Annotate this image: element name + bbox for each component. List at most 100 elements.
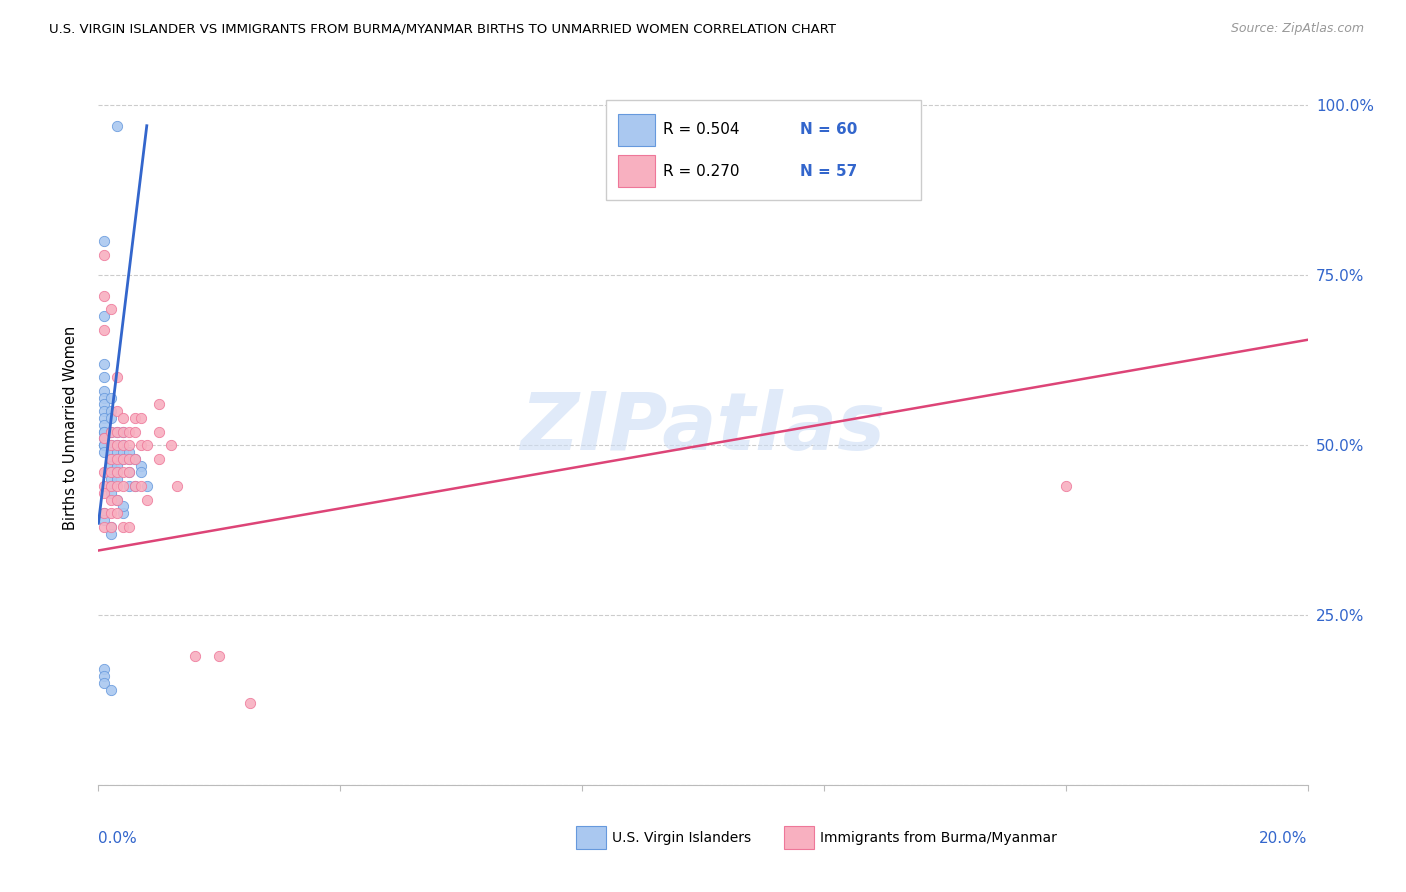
Point <box>93 288 115 302</box>
Text: N = 60: N = 60 <box>800 122 858 137</box>
Point <box>105 492 128 507</box>
Point <box>93 445 115 459</box>
Point <box>93 397 115 411</box>
Text: U.S. Virgin Islanders: U.S. Virgin Islanders <box>613 830 751 845</box>
Point <box>93 384 115 398</box>
Point <box>100 438 122 452</box>
Point <box>124 479 146 493</box>
Point <box>93 357 115 371</box>
Point <box>100 451 122 466</box>
Point <box>135 492 157 507</box>
Point <box>105 466 128 480</box>
Point <box>100 425 122 439</box>
Point <box>105 451 128 466</box>
Point <box>93 519 115 533</box>
FancyBboxPatch shape <box>619 114 655 146</box>
Point <box>239 697 262 711</box>
Point <box>105 370 128 384</box>
Point <box>105 492 128 507</box>
Point <box>100 526 122 541</box>
Point <box>93 309 115 323</box>
Point <box>100 479 122 493</box>
Point <box>100 411 122 425</box>
Point <box>124 451 146 466</box>
Point <box>100 302 122 317</box>
Point <box>166 479 188 493</box>
Point <box>124 425 146 439</box>
Point <box>111 438 134 452</box>
Point <box>93 425 115 439</box>
Point <box>129 466 152 480</box>
Text: Immigrants from Burma/Myanmar: Immigrants from Burma/Myanmar <box>820 830 1057 845</box>
Point <box>100 451 122 466</box>
Point <box>111 451 134 466</box>
Text: R = 0.504: R = 0.504 <box>664 122 740 137</box>
Point <box>93 431 115 445</box>
Point <box>105 404 128 418</box>
Point <box>93 676 115 690</box>
Point <box>105 458 128 473</box>
Point <box>93 513 115 527</box>
Point <box>100 519 122 533</box>
Text: ZIPatlas: ZIPatlas <box>520 389 886 467</box>
Point <box>93 431 115 445</box>
Point <box>111 506 134 520</box>
Text: R = 0.270: R = 0.270 <box>664 164 740 178</box>
Point <box>129 438 152 452</box>
Point <box>124 451 146 466</box>
Point <box>93 417 115 432</box>
Point <box>135 479 157 493</box>
Point <box>100 479 122 493</box>
Text: Source: ZipAtlas.com: Source: ZipAtlas.com <box>1230 22 1364 36</box>
Point <box>135 438 157 452</box>
Point <box>111 466 134 480</box>
Point <box>148 425 170 439</box>
Point <box>105 425 128 439</box>
Point <box>105 438 128 452</box>
Point <box>93 662 115 676</box>
Point <box>93 479 115 493</box>
Text: N = 57: N = 57 <box>800 164 858 178</box>
Point <box>100 506 122 520</box>
Point <box>93 438 115 452</box>
Point <box>93 248 115 262</box>
Point <box>118 466 141 480</box>
Point <box>124 479 146 493</box>
Point <box>105 479 128 493</box>
Point <box>118 519 141 533</box>
Point <box>100 458 122 473</box>
Point <box>111 445 134 459</box>
Point <box>208 648 231 663</box>
Point <box>100 485 122 500</box>
Point <box>93 466 115 480</box>
Point <box>100 391 122 405</box>
FancyBboxPatch shape <box>606 100 921 200</box>
Point <box>93 370 115 384</box>
Point <box>93 404 115 418</box>
Point <box>111 425 134 439</box>
Point <box>105 472 128 486</box>
Point <box>129 411 152 425</box>
Point <box>100 472 122 486</box>
Point <box>100 404 122 418</box>
Text: 0.0%: 0.0% <box>98 831 138 847</box>
Point <box>100 492 122 507</box>
Text: U.S. VIRGIN ISLANDER VS IMMIGRANTS FROM BURMA/MYANMAR BIRTHS TO UNMARRIED WOMEN : U.S. VIRGIN ISLANDER VS IMMIGRANTS FROM … <box>49 22 837 36</box>
Point <box>118 438 141 452</box>
FancyBboxPatch shape <box>576 826 606 849</box>
Point <box>118 425 141 439</box>
FancyBboxPatch shape <box>619 155 655 187</box>
Point <box>111 451 134 466</box>
Point <box>93 506 115 520</box>
Point <box>148 451 170 466</box>
Point <box>100 519 122 533</box>
Point <box>129 479 152 493</box>
Point <box>111 438 134 452</box>
Point <box>93 485 115 500</box>
Point <box>111 479 134 493</box>
Point <box>111 411 134 425</box>
Point <box>160 438 183 452</box>
Text: 20.0%: 20.0% <box>1260 831 1308 847</box>
Point <box>100 425 122 439</box>
Point <box>1054 479 1077 493</box>
